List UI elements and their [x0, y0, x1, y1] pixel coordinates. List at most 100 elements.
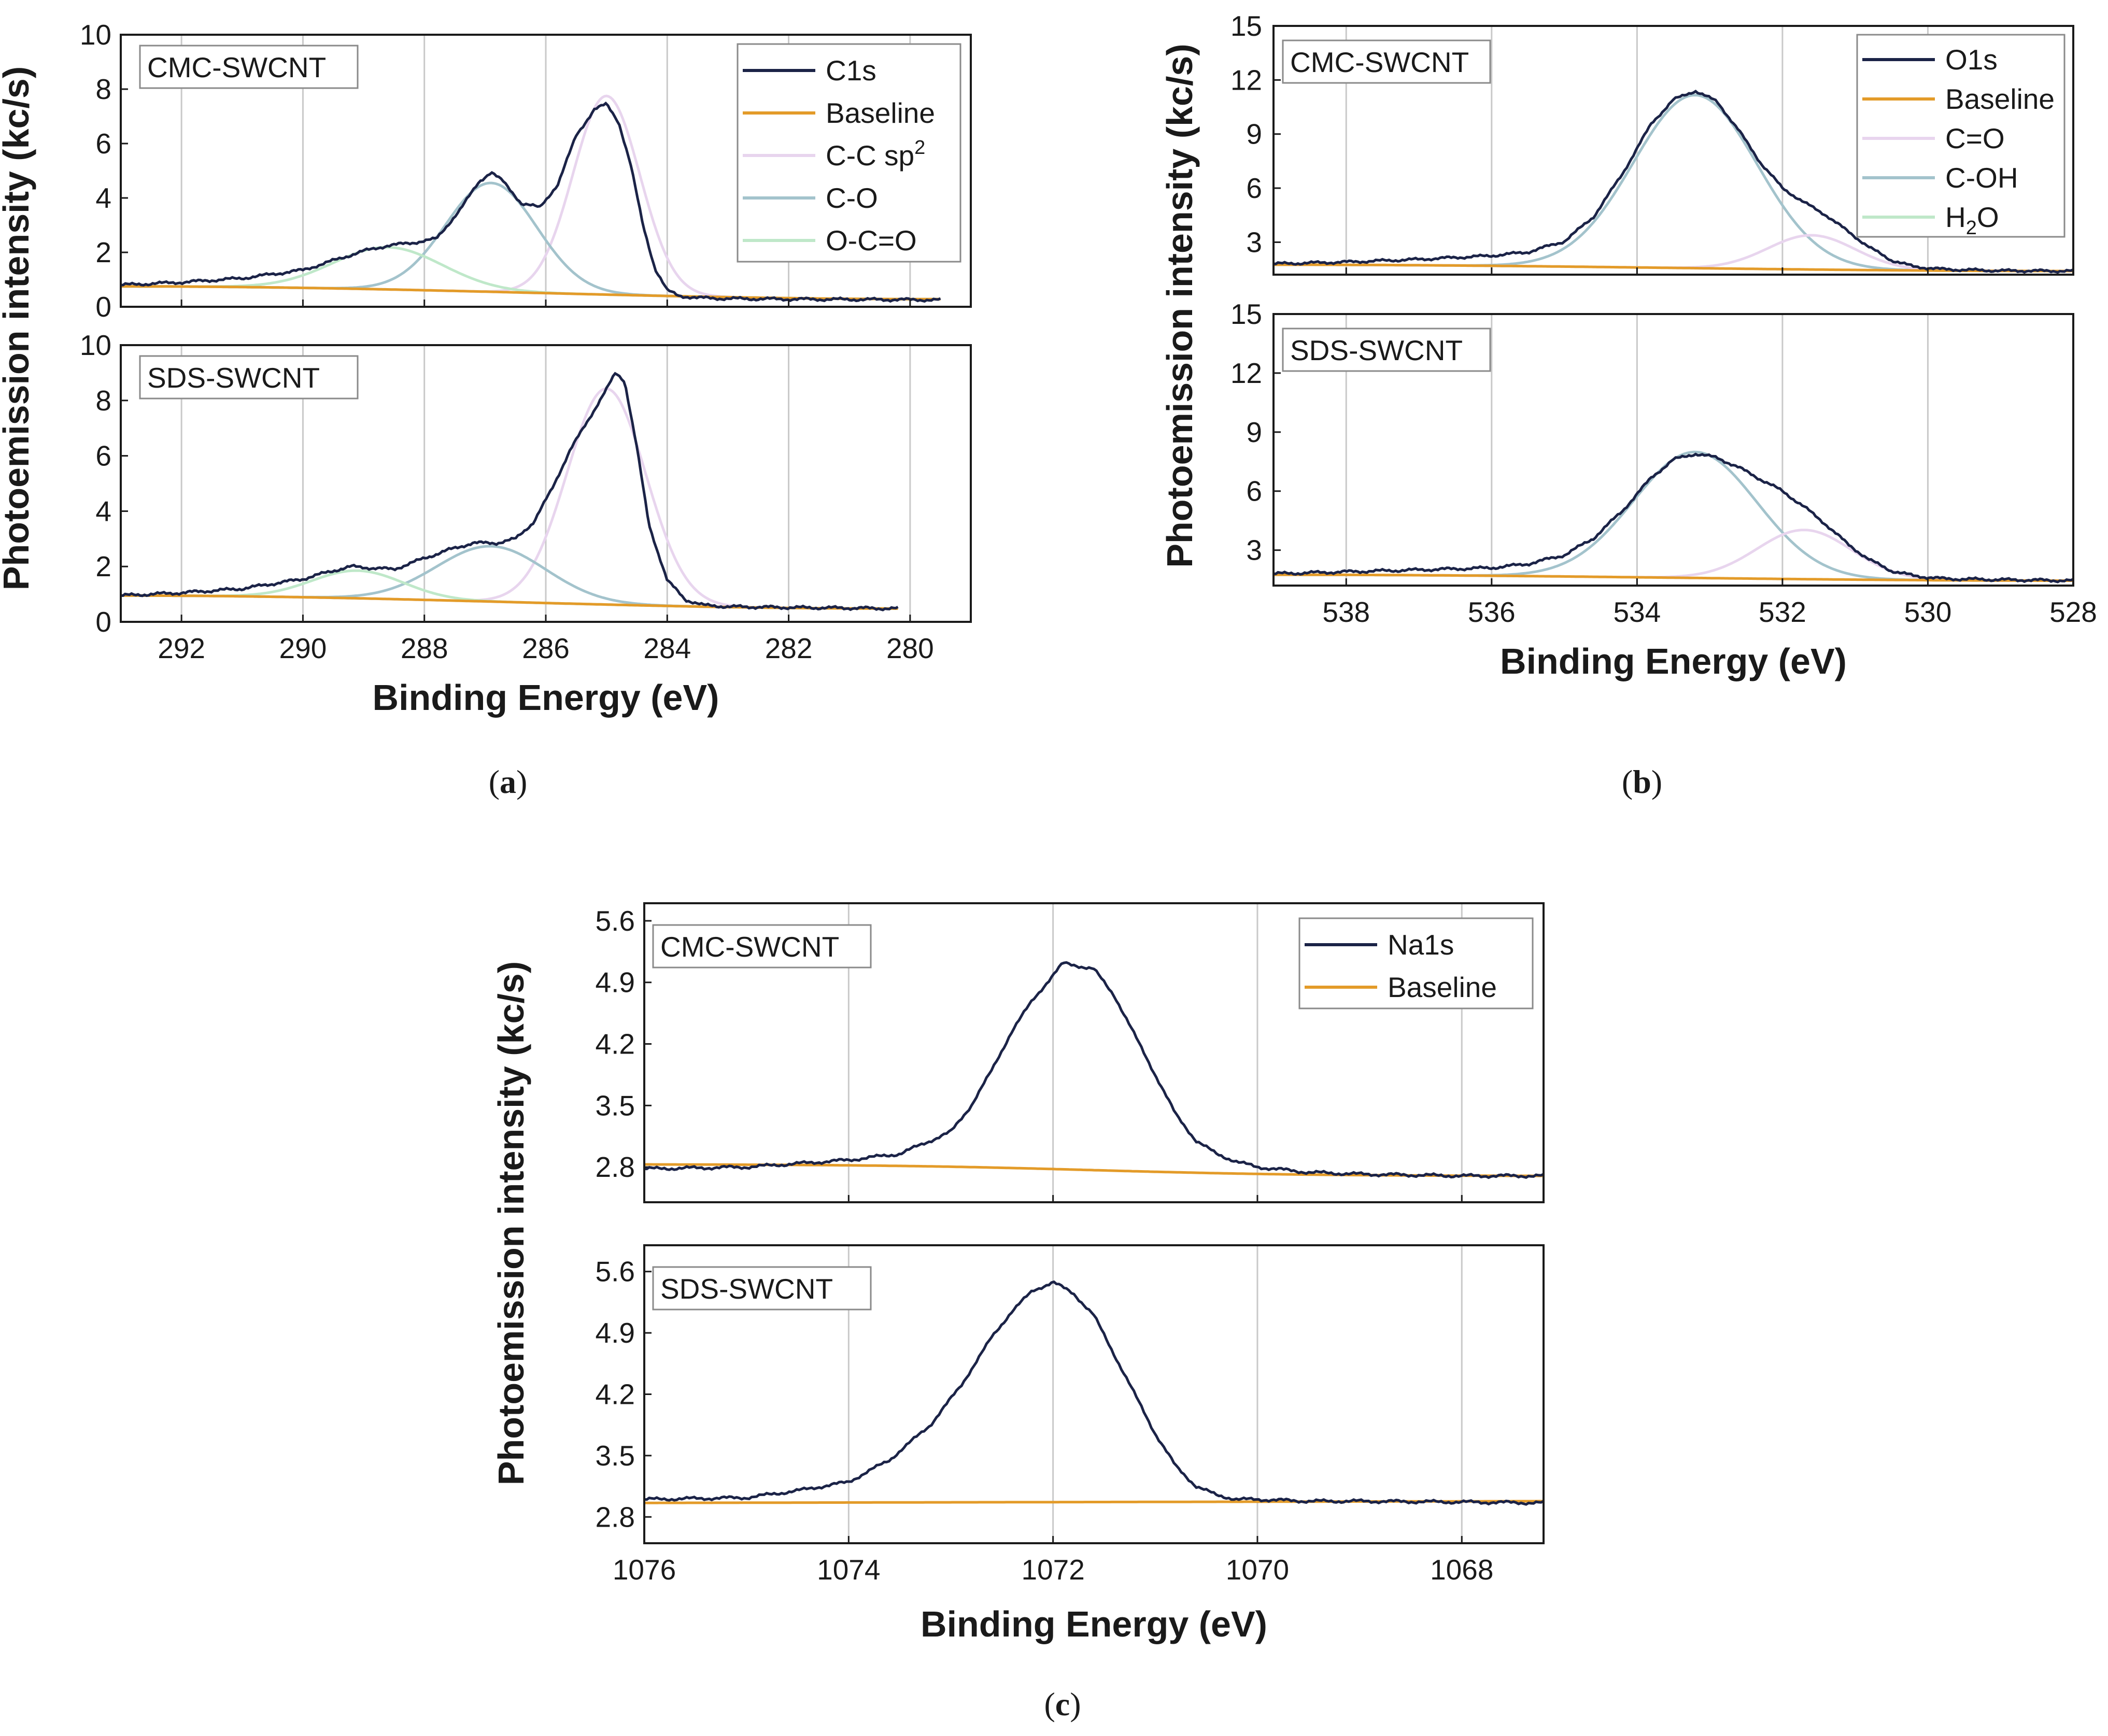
x-tick-label: 1070	[1226, 1554, 1289, 1586]
x-axis-label: Binding Energy (eV)	[1500, 641, 1847, 681]
sample-label-box	[1282, 328, 1491, 372]
caption-paren: (	[1044, 1686, 1055, 1723]
y-tick-label: 9	[1246, 416, 1262, 448]
panel-sds-swcnt: 2.8 3.5 4.2 4.9 5.6 SDS-SWCNT	[596, 1244, 1545, 1544]
y-tick-label: 0	[95, 291, 111, 323]
sample-label: CMC-SWCNT	[660, 931, 839, 963]
sample-label: CMC-SWCNT	[147, 51, 326, 83]
baseline-line	[1274, 573, 2073, 582]
y-tick-label: 3	[1246, 534, 1262, 566]
series-na1s	[644, 1280, 1545, 1506]
legend-label-text: Baseline	[826, 97, 935, 129]
plot-frame	[643, 1244, 1545, 1544]
caption-letter: a	[500, 763, 516, 800]
x-tick-label: 1068	[1430, 1554, 1493, 1586]
sample-label-box	[139, 45, 359, 89]
y-tick-label: 2.8	[596, 1151, 635, 1183]
y-tick-label: 15	[1230, 298, 1262, 330]
caption-letter: b	[1633, 763, 1651, 800]
legend-label: H2O	[1945, 201, 1999, 239]
x-tick-label: 286	[522, 632, 570, 664]
legend-label: Baseline	[826, 97, 935, 129]
x-tick-label: 532	[1759, 596, 1806, 628]
legend-label-text: C-C sp	[826, 139, 914, 172]
legend-box	[737, 43, 961, 263]
series-na1s	[644, 961, 1545, 1179]
x-tick-label: 282	[765, 632, 813, 664]
legend-label: O1s	[1945, 44, 1998, 76]
x-tick-label: 1076	[613, 1554, 676, 1586]
y-tick-label: 2.8	[596, 1501, 635, 1533]
legend-label: C-C sp2	[826, 137, 925, 172]
sample-label-box	[139, 355, 359, 400]
caption: (b)	[1622, 763, 1662, 800]
series-o1s	[1273, 452, 2074, 584]
x-tick-label: 534	[1613, 596, 1661, 628]
x-tick-label: 1074	[817, 1554, 880, 1586]
caption-letter: c	[1055, 1686, 1070, 1723]
y-tick-label: 6	[95, 440, 111, 472]
x-tick-label: 280	[886, 632, 934, 664]
legend-sub: 2	[1966, 217, 1977, 239]
chart-b: 3 6 9 12 15 CMC-SWCNT 3 6 9 12 15 SDS-SWCNT 538 536 53…	[1159, 10, 2097, 800]
y-tick-label: 4.9	[596, 1317, 635, 1349]
x-tick-label: 1072	[1021, 1554, 1084, 1586]
legend-label-text: H	[1945, 201, 1966, 233]
y-tick-label: 8	[95, 73, 111, 105]
legend-label-text: O-C=O	[826, 224, 917, 257]
y-tick-label: 3.5	[596, 1089, 635, 1121]
plot-frame	[643, 902, 1545, 1203]
caption-paren: (	[489, 763, 500, 800]
legend-label: C=O	[1945, 122, 2005, 154]
y-tick-label: 8	[95, 385, 111, 417]
component-c-c-sp2	[121, 387, 898, 610]
y-tick-label: 2	[95, 236, 111, 268]
y-tick-label: 4	[95, 495, 111, 527]
series-c1s	[120, 372, 899, 611]
y-tick-label: 12	[1230, 64, 1262, 96]
y-tick-label: 5.6	[596, 905, 635, 937]
panel-cmc-swcnt: 3 6 9 12 15 CMC-SWCNT	[1230, 10, 2074, 276]
chart-c: 2.8 3.5 4.2 4.9 5.6 CMC-SWCNT 2.8 3.5 4.2 4.9 5.6 S…	[491, 902, 1545, 1723]
panel-sds-swcnt: 3 6 9 12 15 SDS-SWCNT	[1230, 298, 2074, 587]
y-tick-label: 4.2	[596, 1378, 635, 1411]
legend-label-text: C-OH	[1945, 162, 2018, 194]
x-tick-label: 292	[158, 632, 205, 664]
plot-frame	[1272, 313, 2074, 587]
legend-box	[1298, 917, 1534, 1009]
y-axis-label: Photoemission intensity (kc/s)	[0, 66, 36, 590]
x-tick-label: 536	[1468, 596, 1516, 628]
legend-suffix: O	[1977, 201, 1999, 233]
baseline-line	[1274, 263, 2073, 273]
legend-label: C-O	[826, 182, 878, 214]
x-tick-label: 528	[2049, 596, 2097, 628]
component-c-oh	[1274, 450, 2073, 582]
baseline-line	[121, 285, 941, 301]
caption-paren: )	[1070, 1686, 1081, 1723]
y-tick-label: 6	[1246, 475, 1262, 507]
y-axis-label: Photoemission intensity (kc/s)	[1159, 44, 1200, 567]
legend-label: C1s	[826, 54, 876, 87]
x-tick-label: 538	[1322, 596, 1370, 628]
legend-label-text: C-O	[826, 182, 878, 214]
sample-label: SDS-SWCNT	[147, 362, 320, 394]
sample-label: SDS-SWCNT	[660, 1273, 833, 1305]
x-tick-label: 290	[279, 632, 327, 664]
legend-label-text: Baseline	[1945, 83, 2055, 115]
sample-label: CMC-SWCNT	[1290, 46, 1469, 78]
x-tick-label: 288	[401, 632, 448, 664]
series-o1s	[1273, 89, 2074, 274]
legend-label-text: Na1s	[1388, 929, 1454, 961]
legend-label-text: C1s	[826, 54, 876, 87]
caption-paren: )	[516, 763, 527, 800]
y-tick-label: 3.5	[596, 1440, 635, 1472]
sample-label-box	[652, 924, 872, 969]
y-tick-label: 3	[1246, 226, 1262, 258]
y-tick-label: 0	[95, 606, 111, 638]
legend-label-text: O1s	[1945, 44, 1998, 76]
panel-cmc-swcnt: 2.8 3.5 4.2 4.9 5.6 CMC-SWCNT	[596, 902, 1545, 1203]
legend-label: C-OH	[1945, 162, 2018, 194]
chart-a: 0 2 4 6 8 10 CMC-SWCNT 0 2 4 6 8 10 SDS-SWCNT 292 290 28…	[0, 19, 972, 800]
series-c1s	[120, 101, 941, 303]
